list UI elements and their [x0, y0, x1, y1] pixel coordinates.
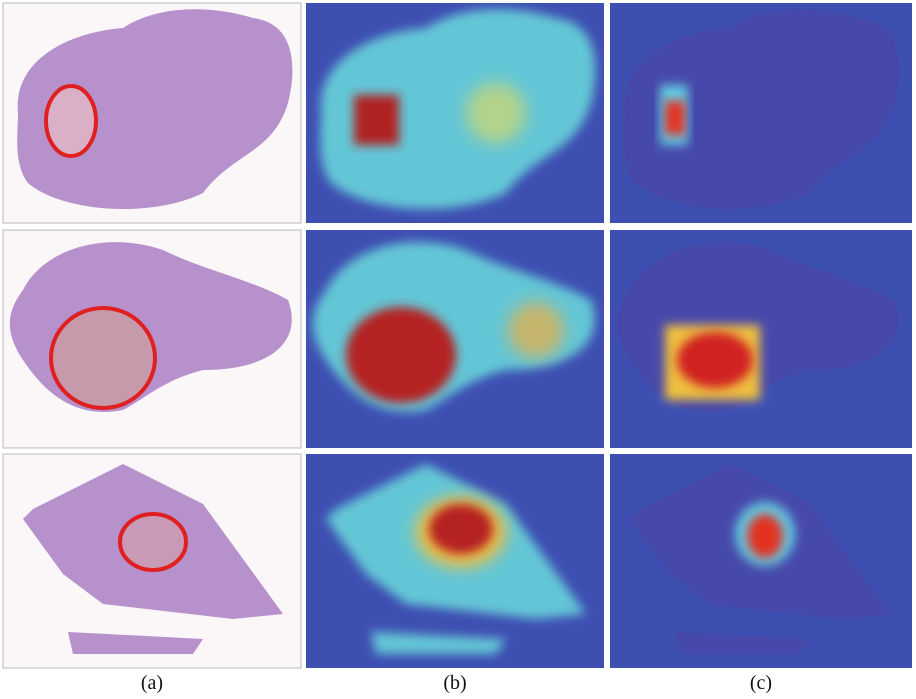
heatmap: [306, 230, 604, 448]
annotation: [46, 86, 96, 156]
slide: [3, 454, 301, 668]
slide: [3, 230, 301, 448]
panel-label: (b): [443, 672, 466, 694]
slide: [3, 3, 301, 223]
panel-b: [306, 3, 604, 668]
annotation: [51, 308, 155, 408]
heatmap: [610, 3, 912, 223]
panel-label: (a): [141, 672, 163, 694]
panel-a: [3, 3, 301, 668]
heatmap: [306, 3, 604, 223]
figure: (a) (b) (c): [0, 0, 916, 699]
heatmap: [610, 454, 912, 668]
heatmap: [306, 454, 604, 668]
heatmap: [610, 230, 912, 448]
annotation: [120, 514, 186, 570]
panel-label: (c): [750, 672, 772, 694]
panel-c: [610, 3, 912, 668]
